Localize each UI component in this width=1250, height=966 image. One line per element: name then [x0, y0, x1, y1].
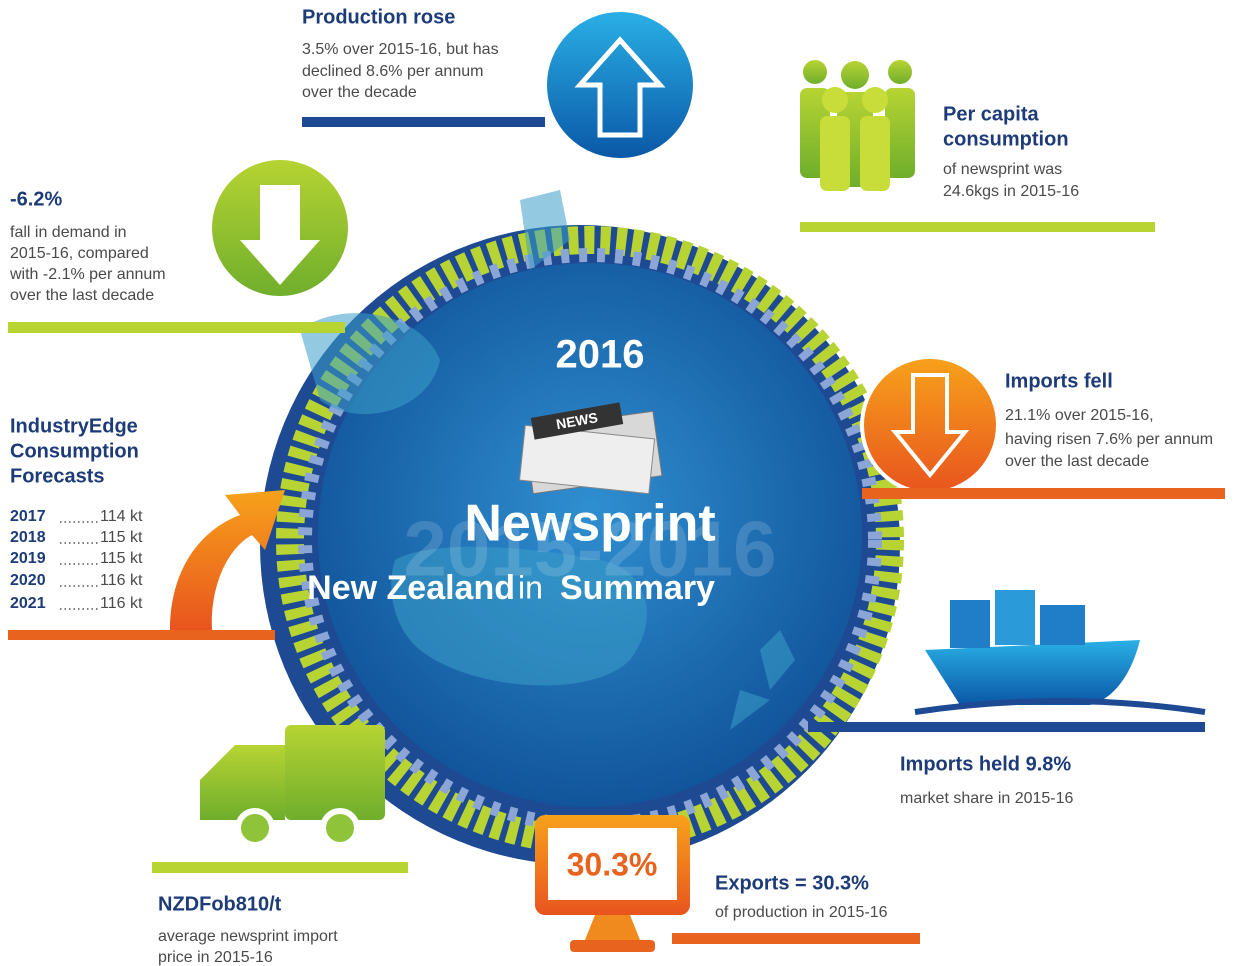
pattern-ring	[298, 248, 882, 832]
production-text: 3.5% over 2015-16, but has	[302, 41, 499, 58]
price-title: NZDFob810/t	[158, 893, 282, 915]
per-capita-text: 24.6kgs in 2015-16	[943, 183, 1079, 200]
exports-badge: 30.3%	[567, 846, 658, 882]
year-heading: 2016	[556, 333, 645, 377]
divider	[672, 933, 920, 944]
forecasts-title: Consumption	[10, 440, 139, 462]
truck-icon	[200, 725, 385, 848]
forecast-year: 2020	[10, 572, 46, 589]
imports-fell-text: having risen 7.6% per annum	[1005, 431, 1213, 448]
land	[300, 190, 795, 730]
curved-arrow	[170, 490, 285, 630]
people-icon	[800, 60, 915, 191]
ghost-text: 2015-2016	[403, 505, 776, 593]
up-arrow-icon	[543, 8, 697, 162]
globe	[318, 263, 862, 807]
demand-text: 2015-16, compared	[10, 245, 149, 262]
forecast-value: 115 kt	[100, 550, 143, 567]
divider	[8, 322, 345, 333]
imports-held-title: Imports held 9.8%	[900, 753, 1071, 775]
forecast-year: 2018	[10, 529, 46, 546]
imports-fell-title: Imports fell	[1005, 370, 1113, 392]
forecasts-title: IndustryEdge	[10, 415, 138, 437]
forecast-value: 116 kt	[100, 595, 143, 612]
down-arrow	[890, 373, 970, 479]
divider	[152, 862, 408, 873]
monitor-icon	[535, 815, 690, 952]
up-arrow	[574, 36, 666, 138]
divider	[8, 630, 275, 640]
price-text: price in 2015-16	[158, 949, 273, 966]
forecast-value: 116 kt	[100, 572, 143, 589]
divider	[862, 488, 1225, 499]
divider	[302, 117, 545, 127]
price-text: average newsprint import	[158, 928, 338, 945]
demand-title: -6.2%	[10, 188, 62, 210]
per-capita-title: consumption	[943, 128, 1069, 150]
production-text: declined 8.6% per annum	[302, 63, 483, 80]
subtitle: in	[518, 569, 543, 605]
forecast-year: 2019	[10, 550, 46, 567]
divider	[800, 222, 1155, 232]
forecast-year: 2021	[10, 595, 46, 612]
demand-text: over the last decade	[10, 287, 154, 304]
exports-text: of production in 2015-16	[715, 904, 888, 921]
main-title: Newsprint	[464, 495, 715, 553]
icon-label: NEWS	[555, 409, 599, 432]
demand-text: fall in demand in	[10, 224, 127, 241]
production-text: over the decade	[302, 84, 417, 101]
forecast-value: 115 kt	[100, 529, 143, 546]
per-capita-title: Per capita	[943, 103, 1039, 125]
forecast-year: 2017	[10, 508, 46, 525]
forecasts-title: Forecasts	[10, 465, 105, 487]
imports-fell-text: over the last decade	[1005, 453, 1149, 470]
exports-title: Exports = 30.3%	[715, 872, 869, 894]
per-capita-text: of newsprint was	[943, 161, 1062, 178]
imports-fell-text: 21.1% over 2015-16,	[1005, 407, 1154, 424]
down-arrow	[240, 185, 320, 285]
production-title: Production rose	[302, 6, 455, 28]
imports-held-text: market share in 2015-16	[900, 790, 1074, 807]
subtitle: Summary	[560, 569, 715, 607]
forecast-value: 114 kt	[100, 508, 143, 525]
divider	[808, 722, 1205, 732]
ship-icon	[914, 590, 1206, 715]
subtitle: New Zealand	[307, 569, 515, 607]
demand-text: with -2.1% per annum	[9, 266, 166, 283]
newspaper-icon: NEWS	[518, 402, 663, 495]
